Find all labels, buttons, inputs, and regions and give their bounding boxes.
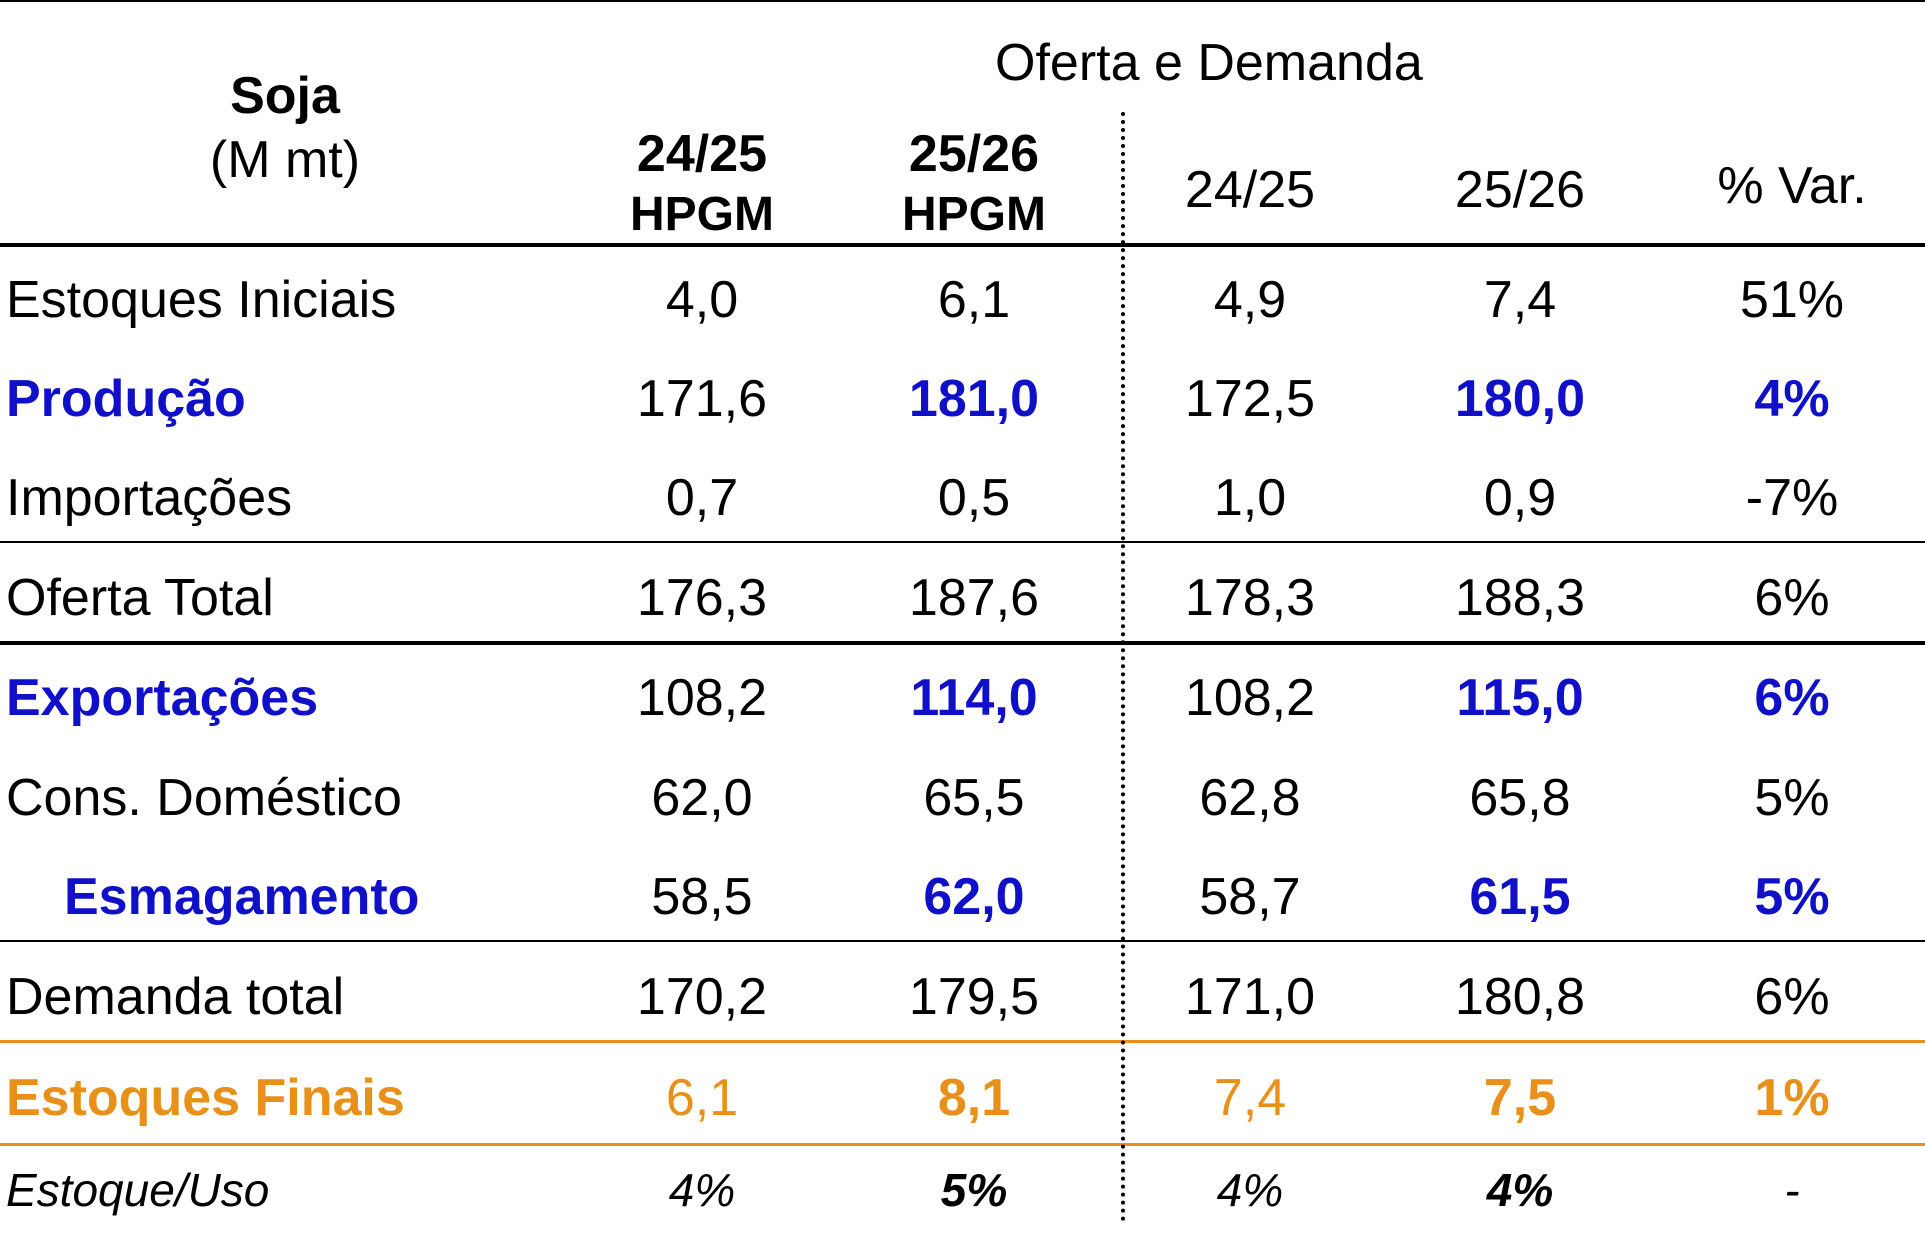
cell-exportacoes-col1: 108,2 bbox=[636, 669, 768, 727]
row-label-estoques-iniciais: Estoques Iniciais bbox=[6, 271, 397, 329]
rule-after-imports bbox=[0, 541, 1925, 543]
row-label-estoque-uso: Estoque/Uso bbox=[6, 1164, 270, 1216]
top-rule bbox=[0, 0, 1925, 2]
col-header-2-line1: 25/26 bbox=[908, 125, 1040, 183]
cell-estoque-uso-col1: 4% bbox=[668, 1164, 736, 1216]
cell-estoques-finais-col2: 8,1 bbox=[937, 1069, 1011, 1127]
cell-estoques-iniciais-col1: 4,0 bbox=[665, 271, 739, 329]
commodity-title: Soja bbox=[230, 67, 340, 125]
column-divider bbox=[1121, 112, 1125, 1222]
row-label-exportacoes: Exportações bbox=[6, 669, 319, 727]
cell-oferta-total-col4: 188,3 bbox=[1454, 569, 1586, 627]
cell-esmagamento-col3: 58,7 bbox=[1199, 868, 1301, 926]
cell-cons-domestico-col4: 65,8 bbox=[1469, 769, 1571, 827]
col-header-4: 25/26 bbox=[1454, 161, 1586, 219]
cell-importacoes-col2: 0,5 bbox=[937, 469, 1011, 527]
rule-after-ending-stocks bbox=[0, 1143, 1925, 1146]
row-label-esmagamento: Esmagamento bbox=[64, 868, 420, 926]
cell-producao-col4: 180,0 bbox=[1454, 370, 1586, 428]
cell-exportacoes-col3: 108,2 bbox=[1184, 669, 1316, 727]
rule-after-crush bbox=[0, 940, 1925, 942]
row-label-producao: Produção bbox=[6, 370, 246, 428]
header-rule bbox=[0, 243, 1925, 247]
cell-estoques-iniciais-col4: 7,4 bbox=[1483, 271, 1557, 329]
cell-oferta-total-col3: 178,3 bbox=[1184, 569, 1316, 627]
col-header-3: 24/25 bbox=[1184, 161, 1316, 219]
cell-estoques-finais-col1: 6,1 bbox=[665, 1069, 739, 1127]
cell-estoques-finais-col3: 7,4 bbox=[1213, 1069, 1287, 1127]
cell-producao-col3: 172,5 bbox=[1184, 370, 1316, 428]
cell-importacoes-col3: 1,0 bbox=[1213, 469, 1287, 527]
cell-estoques-finais-col4: 7,5 bbox=[1483, 1069, 1557, 1127]
cell-importacoes-col4: 0,9 bbox=[1483, 469, 1557, 527]
cell-estoques-iniciais-col3: 4,9 bbox=[1213, 271, 1287, 329]
row-label-demanda-total: Demanda total bbox=[6, 968, 345, 1026]
cell-esmagamento-col2: 62,0 bbox=[923, 868, 1025, 926]
rule-after-total-supply bbox=[0, 641, 1925, 645]
cell-oferta-total-col1: 176,3 bbox=[636, 569, 768, 627]
cell-exportacoes-col2: 114,0 bbox=[910, 669, 1038, 727]
row-label-estoques-finais: Estoques Finais bbox=[6, 1069, 405, 1127]
cell-cons-domestico-col5: 5% bbox=[1754, 769, 1830, 827]
cell-oferta-total-col2: 187,6 bbox=[908, 569, 1040, 627]
cell-esmagamento-col1: 58,5 bbox=[651, 868, 753, 926]
cell-demanda-total-col5: 6% bbox=[1754, 968, 1830, 1026]
cell-demanda-total-col4: 180,8 bbox=[1454, 968, 1586, 1026]
cell-producao-col5: 4% bbox=[1754, 370, 1830, 428]
cell-demanda-total-col1: 170,2 bbox=[636, 968, 768, 1026]
cell-estoque-uso-col2: 5% bbox=[940, 1164, 1008, 1216]
unit-label: (M mt) bbox=[209, 131, 361, 189]
cell-esmagamento-col4: 61,5 bbox=[1469, 868, 1571, 926]
cell-exportacoes-col5: 6% bbox=[1754, 669, 1830, 727]
cell-producao-col2: 181,0 bbox=[908, 370, 1040, 428]
cell-cons-domestico-col3: 62,8 bbox=[1199, 769, 1301, 827]
col-header-2-line2: HPGM bbox=[902, 188, 1046, 241]
cell-estoque-uso-col4: 4% bbox=[1486, 1164, 1554, 1216]
cell-demanda-total-col2: 179,5 bbox=[908, 968, 1040, 1026]
cell-importacoes-col1: 0,7 bbox=[665, 469, 739, 527]
cell-producao-col1: 171,6 bbox=[636, 370, 768, 428]
cell-estoques-finais-col5: 1% bbox=[1754, 1069, 1830, 1127]
rule-before-ending-stocks bbox=[0, 1040, 1925, 1043]
col-header-1-line2: HPGM bbox=[630, 188, 774, 241]
col-header-1-line1: 24/25 bbox=[636, 125, 768, 183]
cell-importacoes-col5: -7% bbox=[1745, 469, 1839, 527]
cell-demanda-total-col3: 171,0 bbox=[1184, 968, 1316, 1026]
cell-cons-domestico-col2: 65,5 bbox=[923, 769, 1025, 827]
cell-cons-domestico-col1: 62,0 bbox=[651, 769, 753, 827]
cell-estoques-iniciais-col2: 6,1 bbox=[937, 271, 1011, 329]
cell-estoques-iniciais-col5: 51% bbox=[1739, 271, 1845, 329]
row-label-importacoes: Importações bbox=[6, 469, 293, 527]
col-header-5: % Var. bbox=[1717, 157, 1867, 215]
cell-estoque-uso-col5: - bbox=[1784, 1164, 1800, 1216]
cell-estoque-uso-col3: 4% bbox=[1216, 1164, 1284, 1216]
row-label-cons-domestico: Cons. Doméstico bbox=[6, 769, 402, 827]
cell-oferta-total-col5: 6% bbox=[1754, 569, 1830, 627]
cell-esmagamento-col5: 5% bbox=[1754, 868, 1830, 926]
cell-exportacoes-col4: 115,0 bbox=[1456, 669, 1584, 727]
group-title: Oferta e Demanda bbox=[995, 34, 1423, 92]
row-label-oferta-total: Oferta Total bbox=[6, 569, 274, 627]
